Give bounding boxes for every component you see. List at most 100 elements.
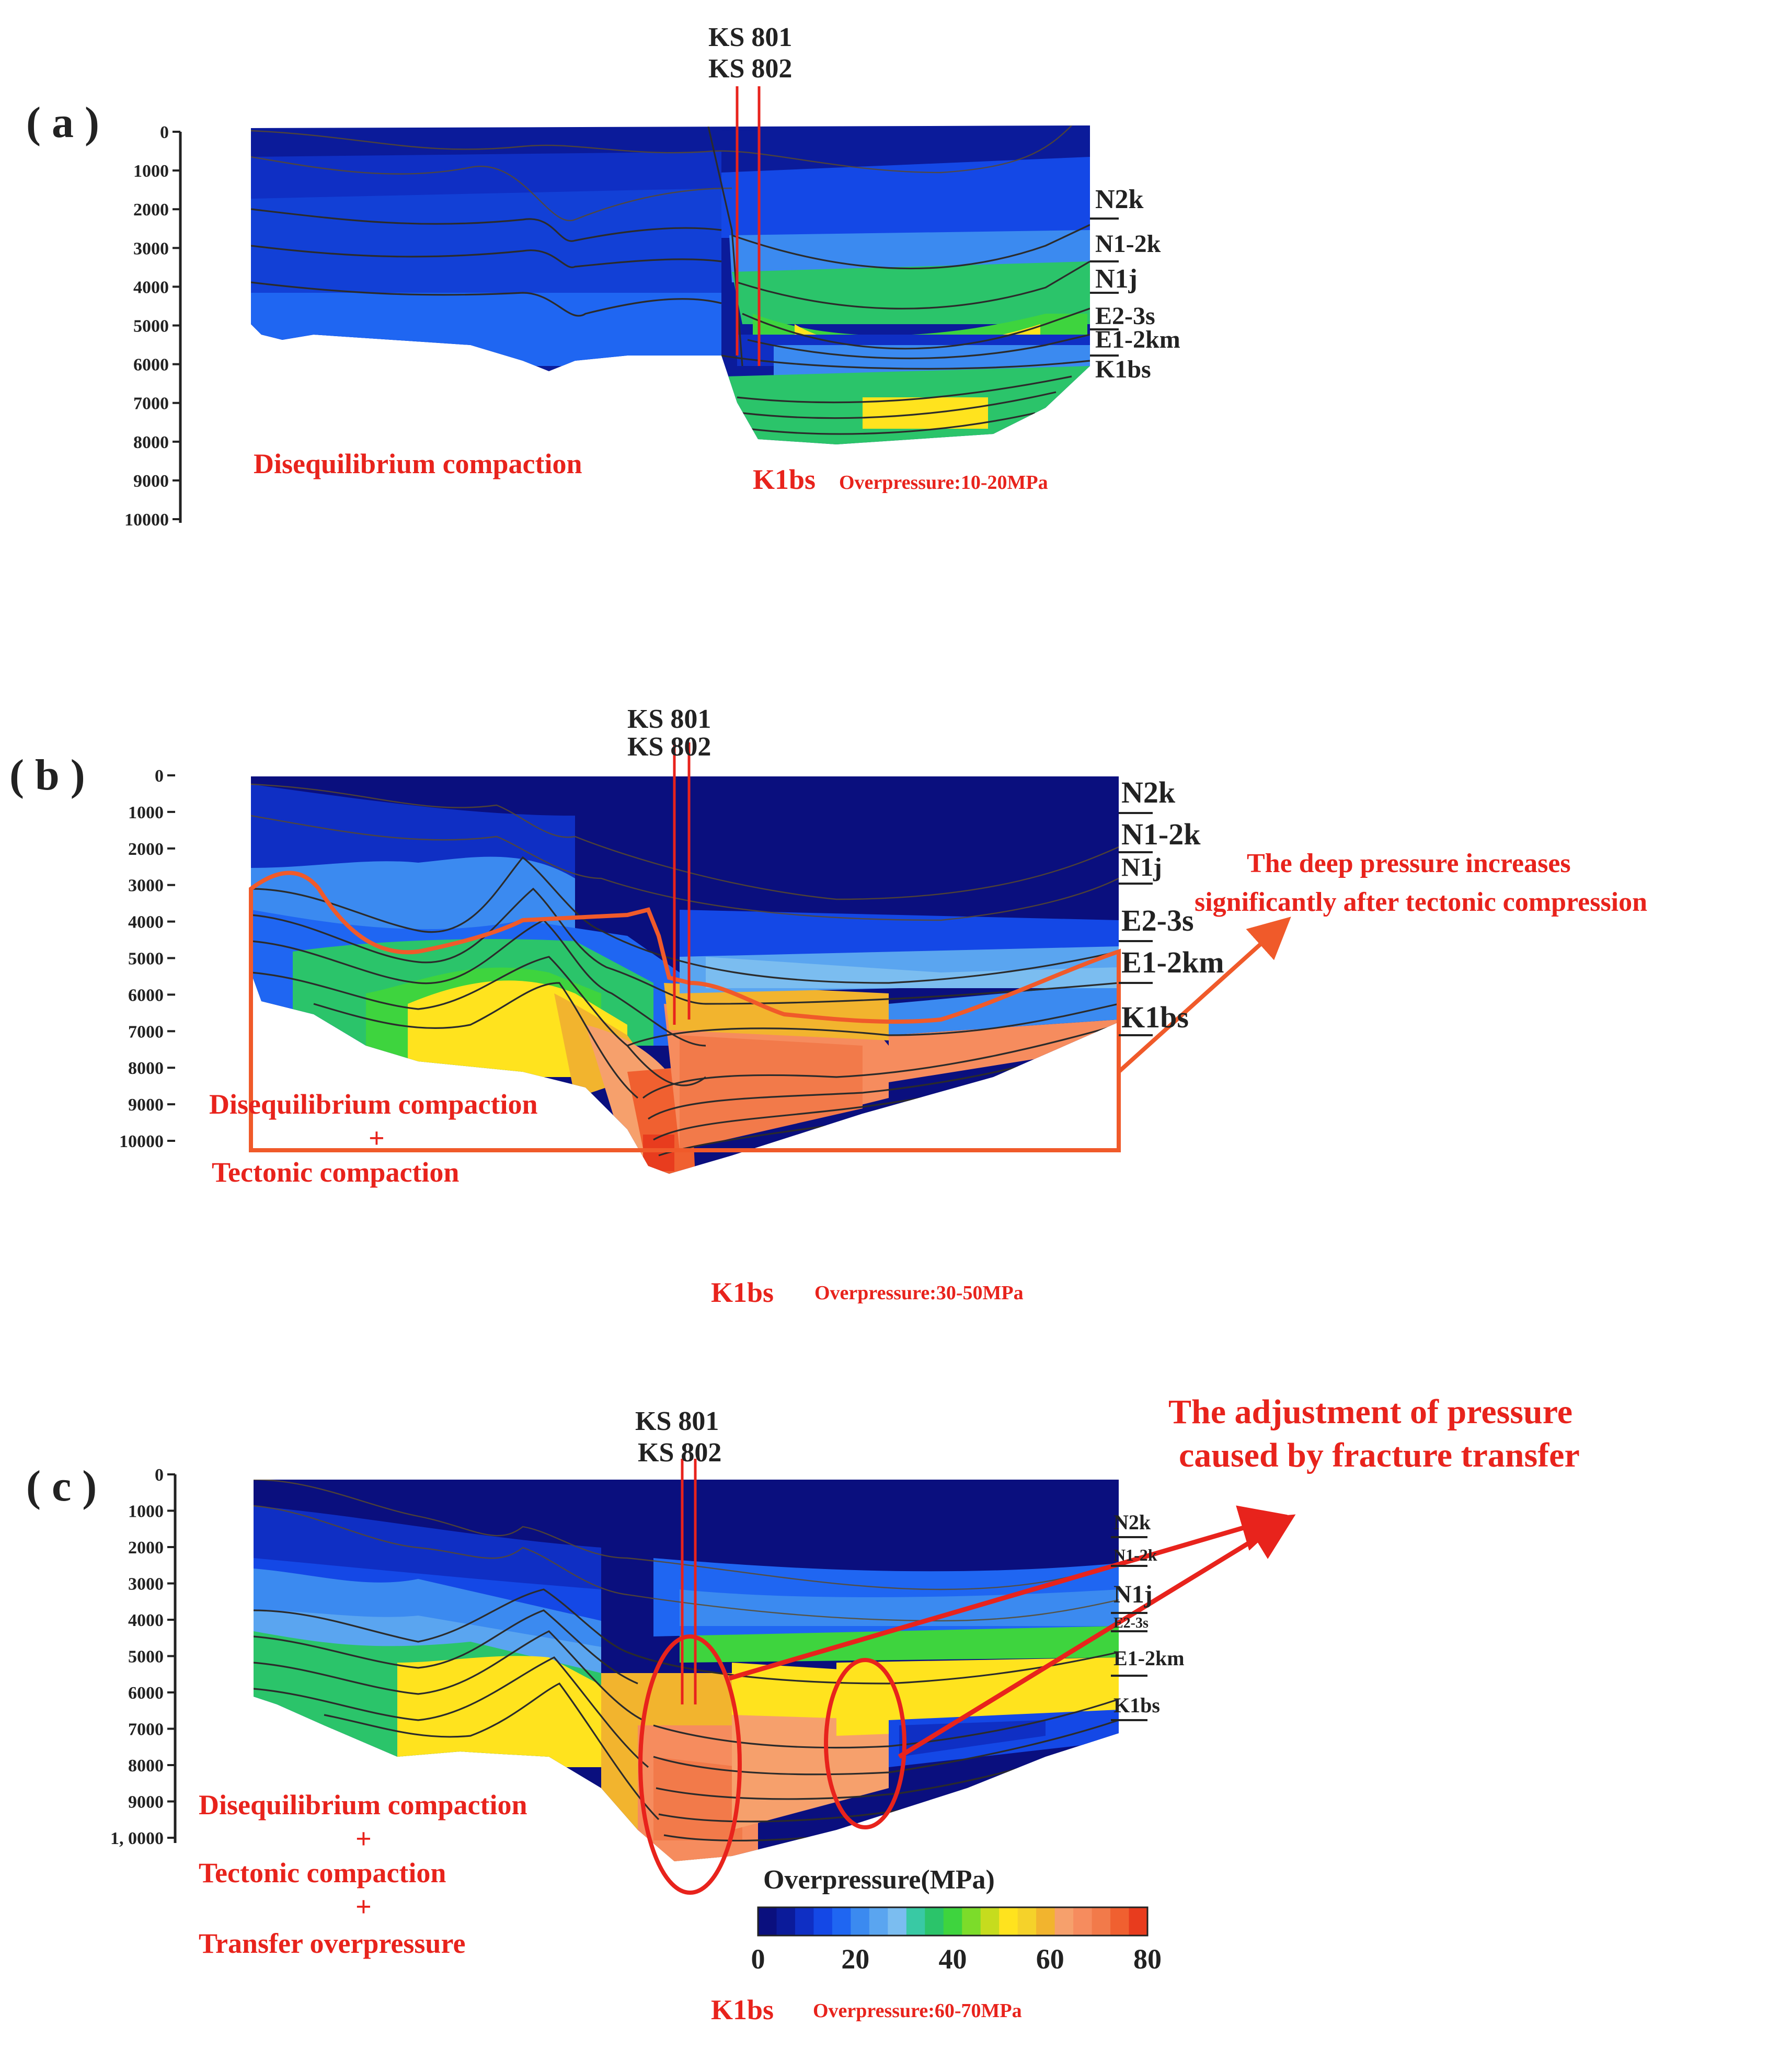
layer-label: K1bs <box>711 1994 774 2025</box>
formation-n12k: N1-2k <box>1113 1546 1157 1564</box>
formation-k1bs: K1bs <box>1095 356 1151 383</box>
mechanism-plus-2: + <box>355 1891 372 1922</box>
depth-tick-label: 7000 <box>128 1022 164 1041</box>
panel-label: ( a ) <box>26 98 99 147</box>
pressure-section <box>251 125 1090 444</box>
well-label-ks801: KS 801 <box>635 1406 719 1436</box>
depth-tick-label: 8000 <box>128 1756 164 1776</box>
mechanism-line-2: Tectonic compaction <box>212 1157 459 1188</box>
formation-n12k: N1-2k <box>1095 230 1161 258</box>
depth-tick-label: 1000 <box>128 803 164 822</box>
formation-labels: N2k N1-2k N1j E2-3s E1-2km K1bs <box>1119 775 1224 1036</box>
depth-tick-label: 9000 <box>128 1793 164 1812</box>
overpressure-zone-outline <box>249 871 1121 1152</box>
formation-e23s: E2-3s <box>1121 903 1194 937</box>
depth-tick-label: 6000 <box>133 356 169 375</box>
overpressure-range: Overpressure:60-70MPa <box>813 2000 1022 2022</box>
depth-tick-label: 1000 <box>133 162 169 181</box>
depth-tick-label: 0 <box>155 766 164 786</box>
well-label-ks801: KS 801 <box>708 22 792 52</box>
formation-labels: N2k N1-2k N1j E2-3s E1-2km K1bs <box>1090 185 1180 383</box>
depth-tick-label: 4000 <box>128 1611 164 1630</box>
legend-tick-label: 60 <box>1036 1943 1064 1975</box>
transfer-zone-ellipse-1 <box>638 1634 742 1895</box>
legend-tick-label: 80 <box>1133 1943 1162 1975</box>
annotation-arrow-1 <box>728 1505 1288 1681</box>
panel-b: ( b ) 0 1000 2000 3000 4000 5000 6000 7000 8000 9… <box>9 704 1647 1308</box>
depth-tick-label: 2000 <box>128 840 164 859</box>
depth-tick-label: 8000 <box>128 1059 164 1078</box>
depth-tick-label: 5000 <box>133 317 169 336</box>
legend-swatch <box>999 1907 1018 1936</box>
panel-label: ( b ) <box>9 751 85 799</box>
depth-tick-label: 10000 <box>124 510 169 530</box>
depth-tick-label: 1000 <box>128 1502 164 1521</box>
layer-label: K1bs <box>711 1277 774 1308</box>
mechanism-line-3: Transfer overpressure <box>199 1928 465 1959</box>
depth-tick-label: 0 <box>155 1466 164 1485</box>
legend-color-bar <box>758 1907 1148 1936</box>
mechanism-line-1: Disequilibrium compaction <box>209 1089 538 1120</box>
depth-tick-label: 6000 <box>128 1684 164 1703</box>
mechanism-text: Disequilibrium compaction <box>254 448 582 479</box>
formation-e23s: E2-3s <box>1095 302 1155 330</box>
legend-swatch <box>776 1907 796 1936</box>
formation-e12km: E1-2km <box>1113 1646 1185 1670</box>
depth-tick-label: 8000 <box>133 433 169 452</box>
depth-axis: 0 1000 2000 3000 4000 5000 6000 7000 8000 9000 100… <box>119 766 175 1151</box>
mechanism-plus: + <box>369 1123 385 1154</box>
legend-swatch <box>925 1907 944 1936</box>
depth-tick-label: 3000 <box>128 1575 164 1594</box>
mechanism-line-1: Disequilibrium compaction <box>199 1789 527 1821</box>
wells: KS 801 KS 802 <box>635 1406 721 1704</box>
formation-e23s: E2-3s <box>1113 1615 1149 1631</box>
depth-tick-label: 6000 <box>128 986 164 1005</box>
wells: KS 801 KS 802 <box>627 704 711 1025</box>
depth-tick-label: 4000 <box>133 278 169 297</box>
annotation-arrow-2 <box>898 1514 1296 1759</box>
legend-swatch <box>869 1907 888 1936</box>
overpressure-legend: Overpressure(MPa) 0 20 40 60 80 <box>751 1865 1162 1975</box>
overpressure-range: Overpressure:10-20MPa <box>839 472 1048 494</box>
formation-n1j: N1j <box>1113 1581 1153 1608</box>
depth-tick-label: 2000 <box>128 1538 164 1558</box>
well-label-ks801: KS 801 <box>627 704 711 734</box>
formation-n1j: N1j <box>1121 852 1162 882</box>
legend-swatch <box>1110 1907 1130 1936</box>
legend-swatch <box>962 1907 981 1936</box>
depth-tick-label: 3000 <box>128 876 164 896</box>
overpressure-range: Overpressure:30-50MPa <box>814 1282 1024 1304</box>
mechanism-line-2: Tectonic compaction <box>199 1857 446 1888</box>
depth-tick-label: 5000 <box>128 949 164 969</box>
well-label-ks802: KS 802 <box>708 54 792 84</box>
formation-n12k: N1-2k <box>1121 817 1201 851</box>
legend-swatch <box>851 1907 870 1936</box>
legend-swatch <box>906 1907 925 1936</box>
formation-n2k: N2k <box>1113 1510 1151 1534</box>
depth-axis: 0 1000 2000 3000 4000 5000 6000 7000 8000 9000 100… <box>124 123 182 530</box>
legend-swatch <box>888 1907 907 1936</box>
depth-tick-label: 10000 <box>119 1132 164 1151</box>
legend-swatch <box>1073 1907 1093 1936</box>
legend-title: Overpressure(MPa) <box>763 1865 995 1895</box>
legend-swatch <box>1129 1907 1148 1936</box>
mechanism-plus-1: + <box>355 1823 372 1855</box>
depth-tick-label: 1, 0000 <box>110 1829 164 1848</box>
depth-tick-label: 5000 <box>128 1647 164 1667</box>
formation-n2k: N2k <box>1095 185 1144 214</box>
wells: KS 801 KS 802 <box>708 22 792 366</box>
legend-swatch <box>1092 1907 1111 1936</box>
annotation-line-2: caused by fracture transfer <box>1179 1436 1580 1474</box>
legend-swatch <box>832 1907 851 1936</box>
legend-tick-label: 20 <box>841 1943 869 1975</box>
depth-tick-label: 4000 <box>128 913 164 932</box>
annotation-line-2: significantly after tectonic compression <box>1195 887 1647 917</box>
legend-tick-label: 0 <box>751 1943 765 1975</box>
legend-swatch <box>758 1907 777 1936</box>
panel-c: ( c ) 0 1000 2000 3000 4000 5000 6000 7000 8000 9… <box>26 1393 1580 2025</box>
well-label-ks802: KS 802 <box>627 732 711 762</box>
legend-swatch <box>813 1907 833 1936</box>
depth-tick-label: 2000 <box>133 200 169 220</box>
panel-a: ( a ) 0 1000 2000 3000 4000 5000 6000 7000 8000 9… <box>26 22 1180 530</box>
